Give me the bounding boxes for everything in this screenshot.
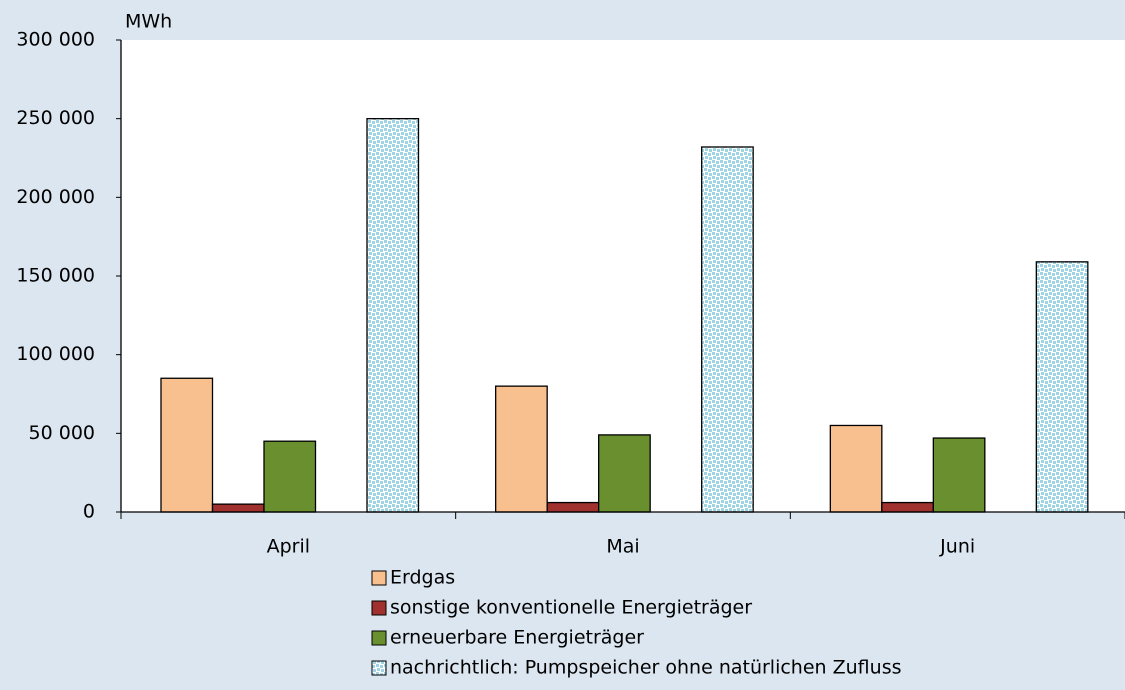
legend-swatch xyxy=(371,570,387,586)
bar xyxy=(701,146,754,513)
legend-swatch xyxy=(371,600,387,616)
legend-label: erneuerbare Energieträger xyxy=(390,627,644,649)
unit-label: MWh xyxy=(125,11,172,33)
y-tick-label: 250 000 xyxy=(16,107,95,129)
legend-label: sonstige konventionelle Energieträger xyxy=(390,597,752,619)
bar xyxy=(366,118,420,513)
legend-swatch xyxy=(371,660,387,676)
bar xyxy=(598,434,651,513)
bar xyxy=(211,503,265,513)
y-tick-label: 0 xyxy=(83,501,95,523)
bar xyxy=(1035,261,1089,513)
bar xyxy=(829,424,883,513)
x-tick-label: Juni xyxy=(939,536,975,558)
y-tick-label: 50 000 xyxy=(29,422,95,444)
y-tick-label: 150 000 xyxy=(16,265,95,287)
bar xyxy=(160,377,214,513)
legend-label: nachrichtlich: Pumpspeicher ohne natürli… xyxy=(390,657,902,679)
x-tick-label: April xyxy=(267,536,310,558)
x-tick-label: Mai xyxy=(606,536,639,558)
y-tick-label: 200 000 xyxy=(16,186,95,208)
legend-label: Erdgas xyxy=(390,567,455,589)
y-tick-label: 100 000 xyxy=(16,343,95,365)
bar xyxy=(932,437,986,513)
bar xyxy=(495,385,548,513)
plot-area xyxy=(121,40,1125,512)
bar xyxy=(881,501,934,513)
bar xyxy=(263,440,317,513)
legend-swatch xyxy=(371,630,387,646)
y-tick-label: 300 000 xyxy=(16,29,95,51)
bar xyxy=(546,501,600,513)
